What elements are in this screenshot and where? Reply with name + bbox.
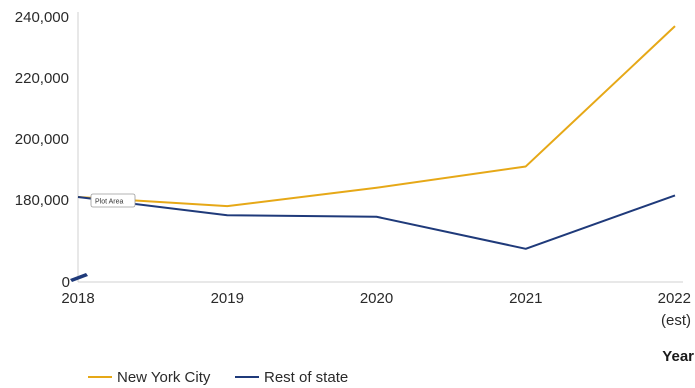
y-tick-label: 200,000 (15, 131, 69, 148)
legend-label: Rest of state (264, 369, 348, 386)
tooltip-text: Plot Area (95, 199, 124, 206)
x-tick-label: 2021 (509, 290, 542, 307)
x-tick-label: 2018 (61, 290, 94, 307)
x-tick-label: 2020 (360, 290, 393, 307)
legend-label: New York City (117, 369, 211, 386)
y-tick-label: 220,000 (15, 70, 69, 87)
y-tick-label: 180,000 (15, 192, 69, 209)
tooltip-box (90, 193, 136, 208)
y-tick-labels: 0 180,000 200,000 220,000 240,000 (15, 9, 70, 291)
axis-break-marker (70, 273, 88, 282)
series-layer (77, 25, 676, 250)
series-line-new-york-city (77, 25, 676, 208)
y-tick-label: 0 (62, 274, 70, 291)
axes-group (70, 12, 683, 283)
legend: New York City Rest of state (88, 369, 348, 386)
x-axis-title: Year (662, 348, 694, 365)
plot-area-tooltip: Plot Area (90, 193, 136, 208)
y-tick-label: 240,000 (15, 9, 69, 26)
x-tick-sublabel: (est) (661, 312, 691, 329)
axis-break-icon (70, 273, 88, 282)
x-tick-label: 2022 (658, 290, 691, 307)
x-tick-labels: 2018 2019 2020 2021 2022 (est) (61, 290, 691, 329)
x-tick-label: 2019 (211, 290, 244, 307)
